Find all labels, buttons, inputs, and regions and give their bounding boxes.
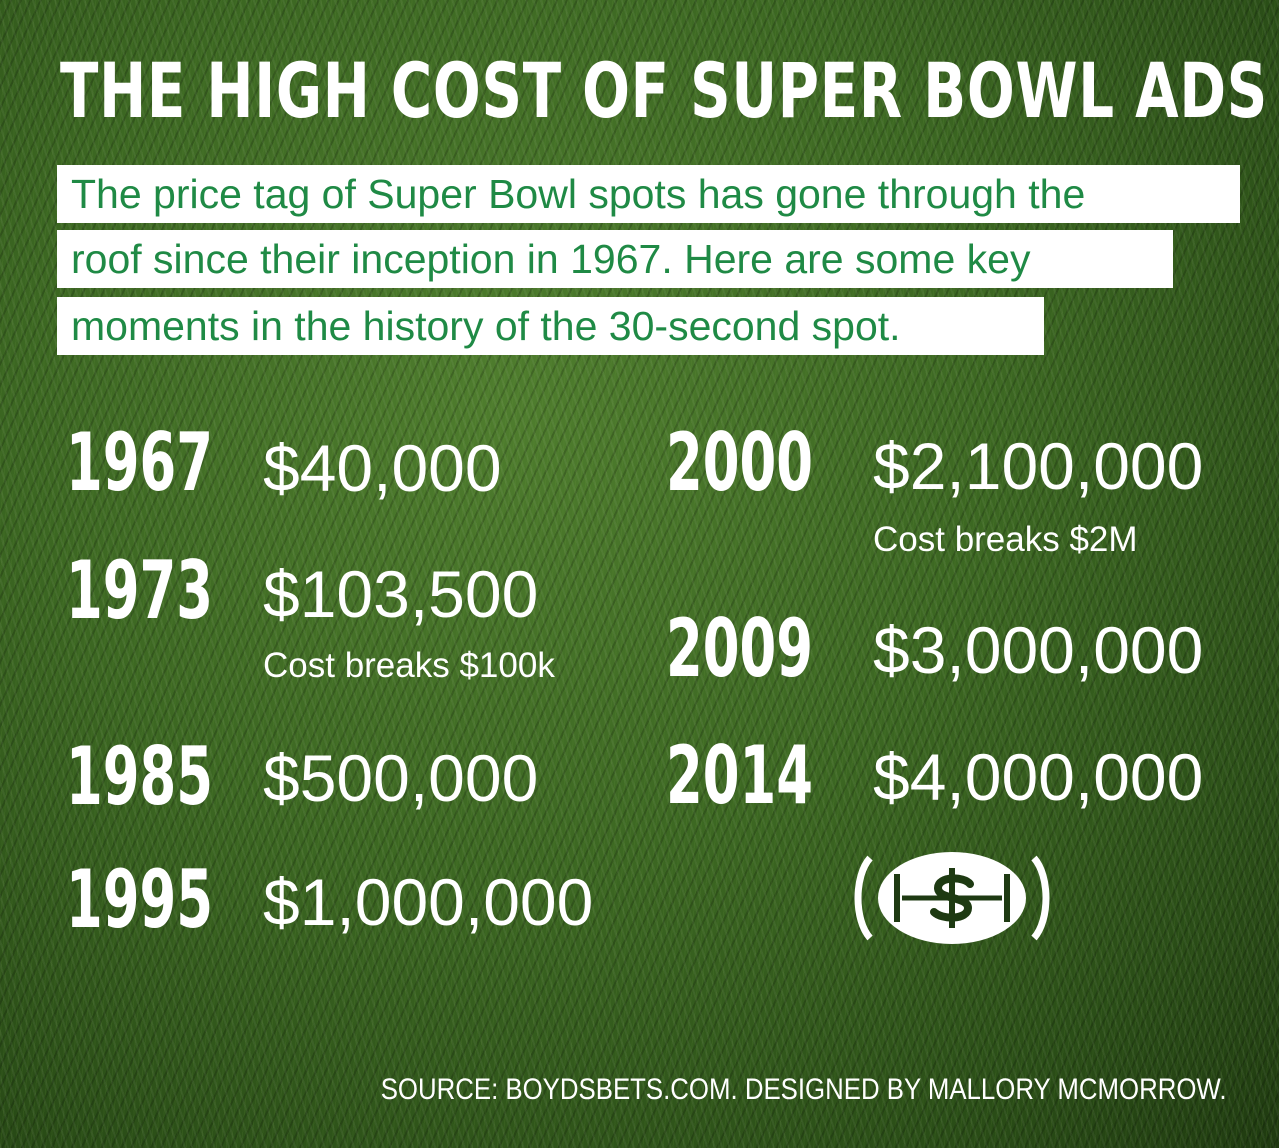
entry-price: $1,000,000 bbox=[263, 865, 594, 939]
entry-price: $2,100,000 bbox=[873, 429, 1204, 503]
entry-year: 2014 bbox=[666, 729, 813, 822]
entry-year: 2000 bbox=[666, 416, 813, 509]
entry-year: 1973 bbox=[66, 544, 213, 637]
page-title: THE HIGH COST OF SUPER BOWL ADS bbox=[60, 46, 1269, 135]
entry-note: Cost breaks $2M bbox=[873, 520, 1138, 559]
entry-note: Cost breaks $100k bbox=[263, 646, 555, 685]
subtitle-line: The price tag of Super Bowl spots has go… bbox=[57, 165, 1240, 223]
subtitle-line: moments in the history of the 30-second … bbox=[57, 297, 1044, 355]
entry-price: $3,000,000 bbox=[873, 613, 1204, 687]
entry-year: 1967 bbox=[66, 416, 213, 509]
subtitle-line: roof since their inception in 1967. Here… bbox=[57, 230, 1173, 288]
football-dollar-icon bbox=[854, 852, 1050, 944]
source-credit: SOURCE: BOYDSBETS.COM. DESIGNED BY MALLO… bbox=[381, 1073, 1227, 1106]
entry-year: 1985 bbox=[66, 730, 213, 823]
entry-year: 2009 bbox=[666, 602, 813, 695]
entry-price: $4,000,000 bbox=[873, 740, 1204, 814]
entry-price: $103,500 bbox=[263, 557, 539, 631]
entry-price: $40,000 bbox=[263, 431, 502, 505]
entry-year: 1995 bbox=[66, 853, 213, 946]
entry-price: $500,000 bbox=[263, 741, 539, 815]
